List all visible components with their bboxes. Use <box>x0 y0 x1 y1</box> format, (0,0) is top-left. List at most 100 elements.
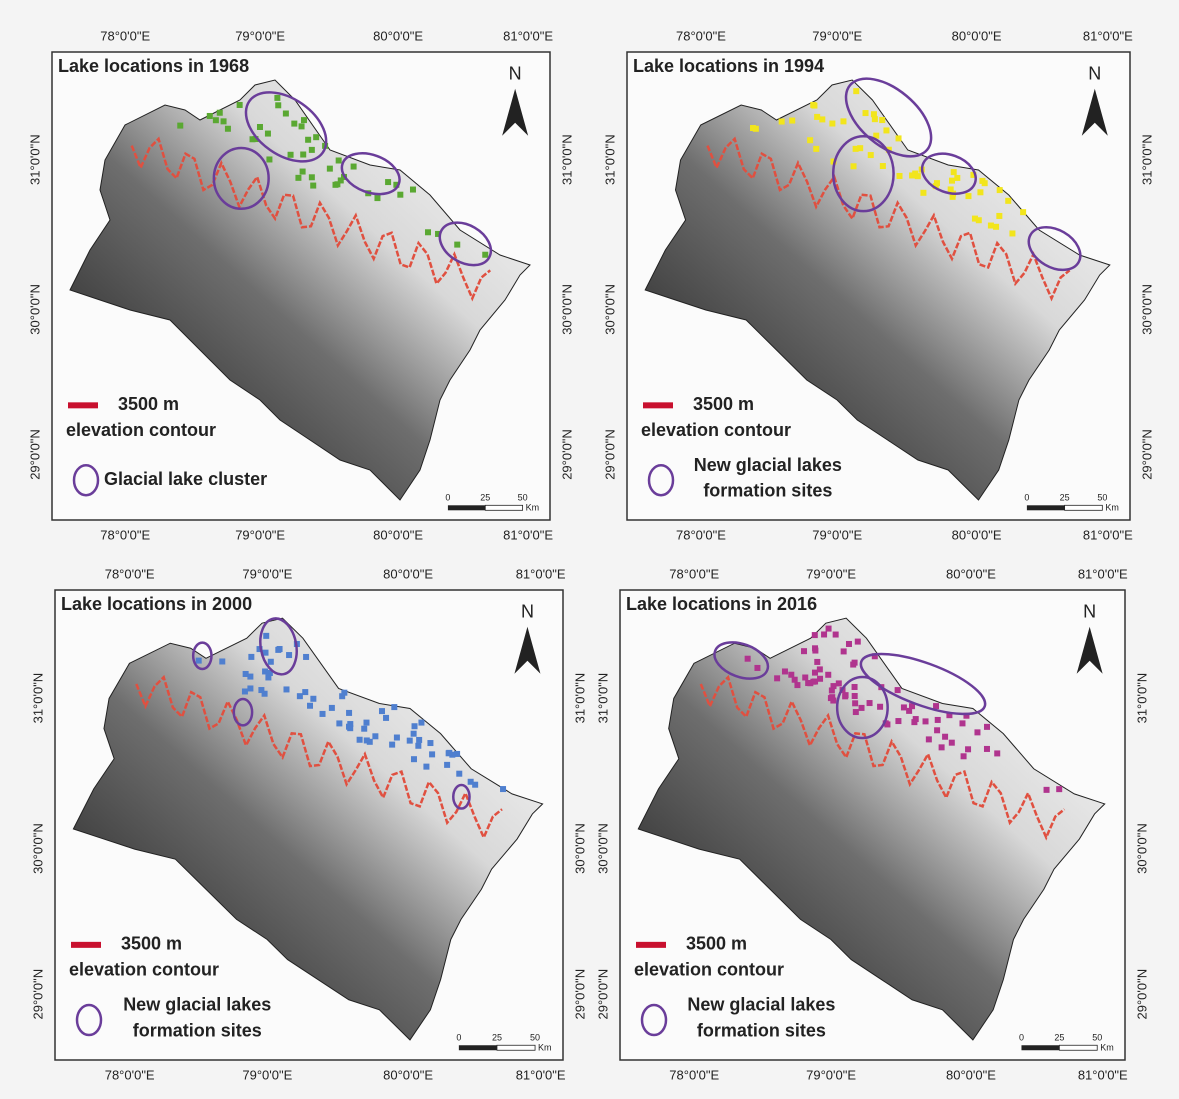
lake-marker <box>853 709 859 715</box>
lake-marker <box>951 169 957 175</box>
lake-marker <box>423 764 429 770</box>
lake-marker <box>274 95 280 101</box>
lake-marker <box>346 710 352 716</box>
lake-marker <box>997 187 1003 193</box>
lake-marker <box>397 192 403 198</box>
lat-label-right: 29°0'0"N <box>1139 429 1154 480</box>
figure: Lake locations in 1968N78°0'0"E78°0'0"E7… <box>0 0 1179 1099</box>
lon-label-bottom: 78°0'0"E <box>105 1067 155 1082</box>
lake-marker <box>895 687 901 693</box>
scale-label: 25 <box>492 1033 502 1043</box>
lake-marker <box>257 124 263 130</box>
lake-marker <box>801 648 807 654</box>
scale-label: 0 <box>1024 493 1029 503</box>
lake-marker <box>911 719 917 725</box>
lake-marker <box>974 729 980 735</box>
lake-marker <box>896 135 902 141</box>
lake-marker <box>1056 786 1062 792</box>
lake-marker <box>851 163 857 169</box>
lake-marker <box>302 689 308 695</box>
lake-marker <box>500 786 506 792</box>
lake-marker <box>789 118 795 124</box>
lake-marker <box>327 166 333 172</box>
legend-contour-swatch <box>68 402 98 408</box>
lon-label-bottom: 80°0'0"E <box>952 527 1002 542</box>
lake-marker <box>309 174 315 180</box>
lake-marker <box>217 110 223 116</box>
lake-marker <box>852 700 858 706</box>
lon-label-bottom: 78°0'0"E <box>100 527 150 542</box>
lake-marker <box>863 110 869 116</box>
scale-label: 0 <box>445 493 450 503</box>
scale-label: 25 <box>1054 1033 1064 1043</box>
legend-ellipse-label: New glacial lakes <box>694 455 842 475</box>
lake-marker <box>841 648 847 654</box>
lake-marker <box>812 632 818 638</box>
lat-label-left: 30°0'0"N <box>595 823 610 874</box>
lake-marker <box>933 703 939 709</box>
lake-marker <box>853 88 859 94</box>
lake-marker <box>427 740 433 746</box>
lake-marker <box>341 690 347 696</box>
lake-marker <box>196 658 202 664</box>
lon-label-top: 80°0'0"E <box>373 28 423 43</box>
legend-ellipse-label: formation sites <box>697 1021 826 1041</box>
lake-marker <box>942 734 948 740</box>
lake-marker <box>819 116 825 122</box>
lat-label-left: 30°0'0"N <box>27 284 42 335</box>
lake-marker <box>295 175 301 181</box>
scale-bar-dark <box>448 505 485 510</box>
lake-marker <box>855 639 861 645</box>
legend-contour-label: elevation contour <box>66 420 216 440</box>
lon-label-top: 79°0'0"E <box>806 566 856 581</box>
lake-marker <box>814 114 820 120</box>
lake-marker <box>984 724 990 730</box>
lake-marker <box>829 121 835 127</box>
scale-bar-dark <box>1027 505 1065 510</box>
lake-marker <box>237 102 243 108</box>
lake-marker <box>410 187 416 193</box>
lake-marker <box>779 119 785 125</box>
lon-label-bottom: 79°0'0"E <box>812 527 862 542</box>
lake-marker <box>915 173 921 179</box>
lake-marker <box>418 720 424 726</box>
lake-marker <box>812 678 818 684</box>
lake-marker <box>265 131 271 137</box>
lake-marker <box>880 163 886 169</box>
lake-marker <box>303 654 309 660</box>
lon-label-top: 79°0'0"E <box>242 566 292 581</box>
lake-marker <box>934 727 940 733</box>
legend-contour-swatch <box>636 942 666 948</box>
lake-marker <box>840 118 846 124</box>
lake-marker <box>363 720 369 726</box>
lake-marker <box>821 631 827 637</box>
lake-marker <box>291 121 297 127</box>
lat-label-right: 29°0'0"N <box>1134 969 1149 1020</box>
lon-label-bottom: 79°0'0"E <box>806 1067 856 1082</box>
lake-marker <box>782 668 788 674</box>
lake-marker <box>879 117 885 123</box>
lake-marker <box>1009 230 1015 236</box>
scale-bar-dark <box>1021 1045 1059 1050</box>
lake-marker <box>805 680 811 686</box>
lake-marker <box>425 229 431 235</box>
lake-marker <box>391 704 397 710</box>
lon-label-top: 79°0'0"E <box>235 28 285 43</box>
lake-marker <box>988 223 994 229</box>
lake-marker <box>283 686 289 692</box>
north-label: N <box>509 63 522 83</box>
lake-marker <box>219 658 225 664</box>
lake-marker <box>454 242 460 248</box>
legend-contour-label: elevation contour <box>69 959 219 979</box>
lake-marker <box>412 723 418 729</box>
map-panel: Lake locations in 1968N78°0'0"E78°0'0"E7… <box>27 28 574 542</box>
lake-marker <box>374 195 380 201</box>
lon-label-top: 81°0'0"E <box>1078 566 1128 581</box>
lake-marker <box>1020 209 1026 215</box>
lake-marker <box>883 127 889 133</box>
lake-marker <box>976 217 982 223</box>
legend-contour-value: 3500 m <box>118 394 179 414</box>
lake-marker <box>982 180 988 186</box>
